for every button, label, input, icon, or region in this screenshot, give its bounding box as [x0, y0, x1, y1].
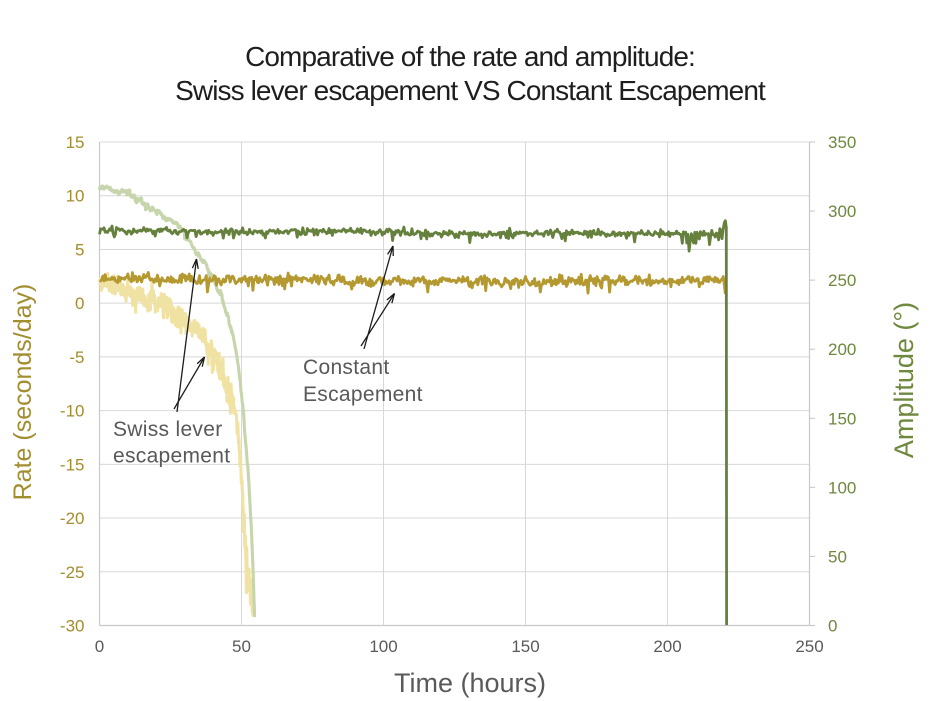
y-axis-title-right: Amplitude (°)	[889, 302, 919, 458]
arrow-head	[195, 258, 199, 269]
axes	[98, 141, 815, 627]
left-tick-label: 10	[66, 187, 85, 206]
left-tick-label: -10	[60, 402, 85, 421]
right-tick-label: 150	[828, 409, 856, 428]
annotation-arrow	[176, 258, 199, 413]
x-tick-label: 0	[95, 637, 104, 656]
annotation-swiss-lever-line-1: Swiss lever	[113, 418, 223, 441]
series-swiss-lever-amplitude	[97, 184, 257, 618]
left-tick-label: -15	[60, 455, 85, 474]
annotation-arrow	[363, 245, 394, 350]
series-constant-escapement-rate	[99, 271, 727, 295]
annotation-constant-escapement-line-2: Escapement	[303, 383, 423, 406]
left-tick-label: -30	[60, 617, 85, 636]
arrow-head	[191, 258, 198, 269]
x-tick-label: 200	[653, 637, 681, 656]
annotation-swiss-lever: Swiss lever escapement	[113, 418, 230, 468]
tick-labels: 151050-5-10-15-20-25-3035030025020015010…	[60, 133, 856, 656]
left-tick-label: 0	[75, 294, 84, 313]
annotation-constant-escapement: Constant Escapement	[303, 356, 423, 406]
arrow-head	[387, 245, 394, 255]
y-axis-title-left: Rate (seconds/day)	[9, 284, 37, 501]
series-swiss-lever-rate	[98, 271, 256, 617]
arrow-shaft	[176, 258, 198, 413]
arrow-shaft	[360, 293, 396, 347]
left-tick-label: -5	[69, 348, 84, 367]
x-tick-label: 250	[795, 637, 823, 656]
x-axis-title: Time (hours)	[394, 668, 546, 698]
x-tick-label: 50	[232, 637, 251, 656]
chart-title-line-2: Swiss lever escapement VS Constant Escap…	[175, 75, 766, 106]
left-tick-label: 15	[66, 133, 85, 152]
annotation-arrow	[360, 293, 396, 347]
annotation-constant-escapement-line-1: Constant	[303, 356, 389, 379]
right-tick-label: 350	[828, 133, 856, 152]
annotation-arrows	[173, 245, 396, 413]
left-tick-label: -20	[60, 509, 85, 528]
arrow-head	[196, 356, 205, 365]
right-tick-label: 0	[828, 617, 837, 636]
arrow-head	[391, 293, 396, 304]
right-tick-label: 250	[828, 271, 856, 290]
arrow-shaft	[173, 356, 206, 410]
right-tick-label: 50	[828, 547, 847, 566]
right-tick-label: 100	[828, 478, 856, 497]
left-tick-label: 5	[75, 240, 84, 259]
right-tick-label: 200	[828, 340, 856, 359]
right-tick-label: 300	[828, 202, 856, 221]
arrow-head	[201, 356, 206, 367]
chart-title-line-1: Comparative of the rate and amplitude:	[245, 41, 695, 72]
annotation-swiss-lever-line-2: escapement	[113, 445, 230, 468]
left-tick-label: -25	[60, 563, 85, 582]
gridlines	[99, 141, 810, 626]
series-constant-escapement-amplitude	[98, 219, 728, 626]
arrow-head	[386, 293, 395, 301]
series-lines	[97, 184, 728, 626]
x-tick-label: 100	[369, 637, 397, 656]
arrow-shaft	[363, 245, 394, 350]
x-tick-label: 150	[511, 637, 539, 656]
annotation-arrow	[173, 356, 206, 410]
